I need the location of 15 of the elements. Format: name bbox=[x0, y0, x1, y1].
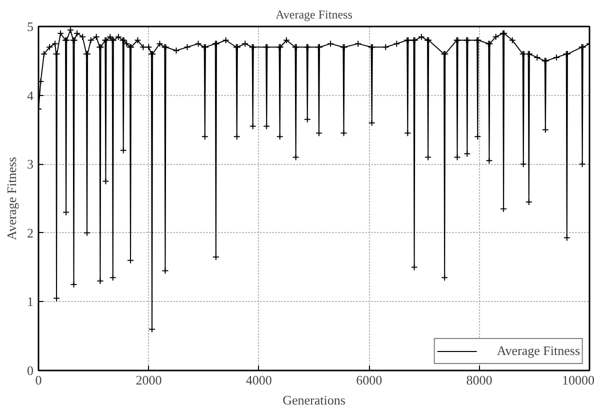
y-tick-label: 2 bbox=[27, 225, 34, 240]
y-tick-label: 1 bbox=[27, 294, 34, 310]
x-axis-title: Generations bbox=[282, 392, 346, 408]
x-tick-label: 4000 bbox=[246, 372, 272, 388]
x-tick-label: 8000 bbox=[466, 372, 492, 388]
y-tick-label: 5 bbox=[27, 19, 34, 34]
x-tick-label: 6000 bbox=[356, 372, 382, 388]
y-tick-label: 4 bbox=[27, 88, 34, 103]
x-tick-label: 2000 bbox=[136, 372, 162, 388]
y-tick-label: 3 bbox=[27, 156, 34, 172]
y-axis-title: Average Fitness bbox=[4, 156, 19, 240]
legend-label: Average Fitness bbox=[496, 343, 580, 359]
chart-title: Average Fitness bbox=[276, 8, 353, 22]
y-tick-label: 0 bbox=[27, 363, 34, 378]
x-tick-label: 10000 bbox=[562, 372, 594, 388]
